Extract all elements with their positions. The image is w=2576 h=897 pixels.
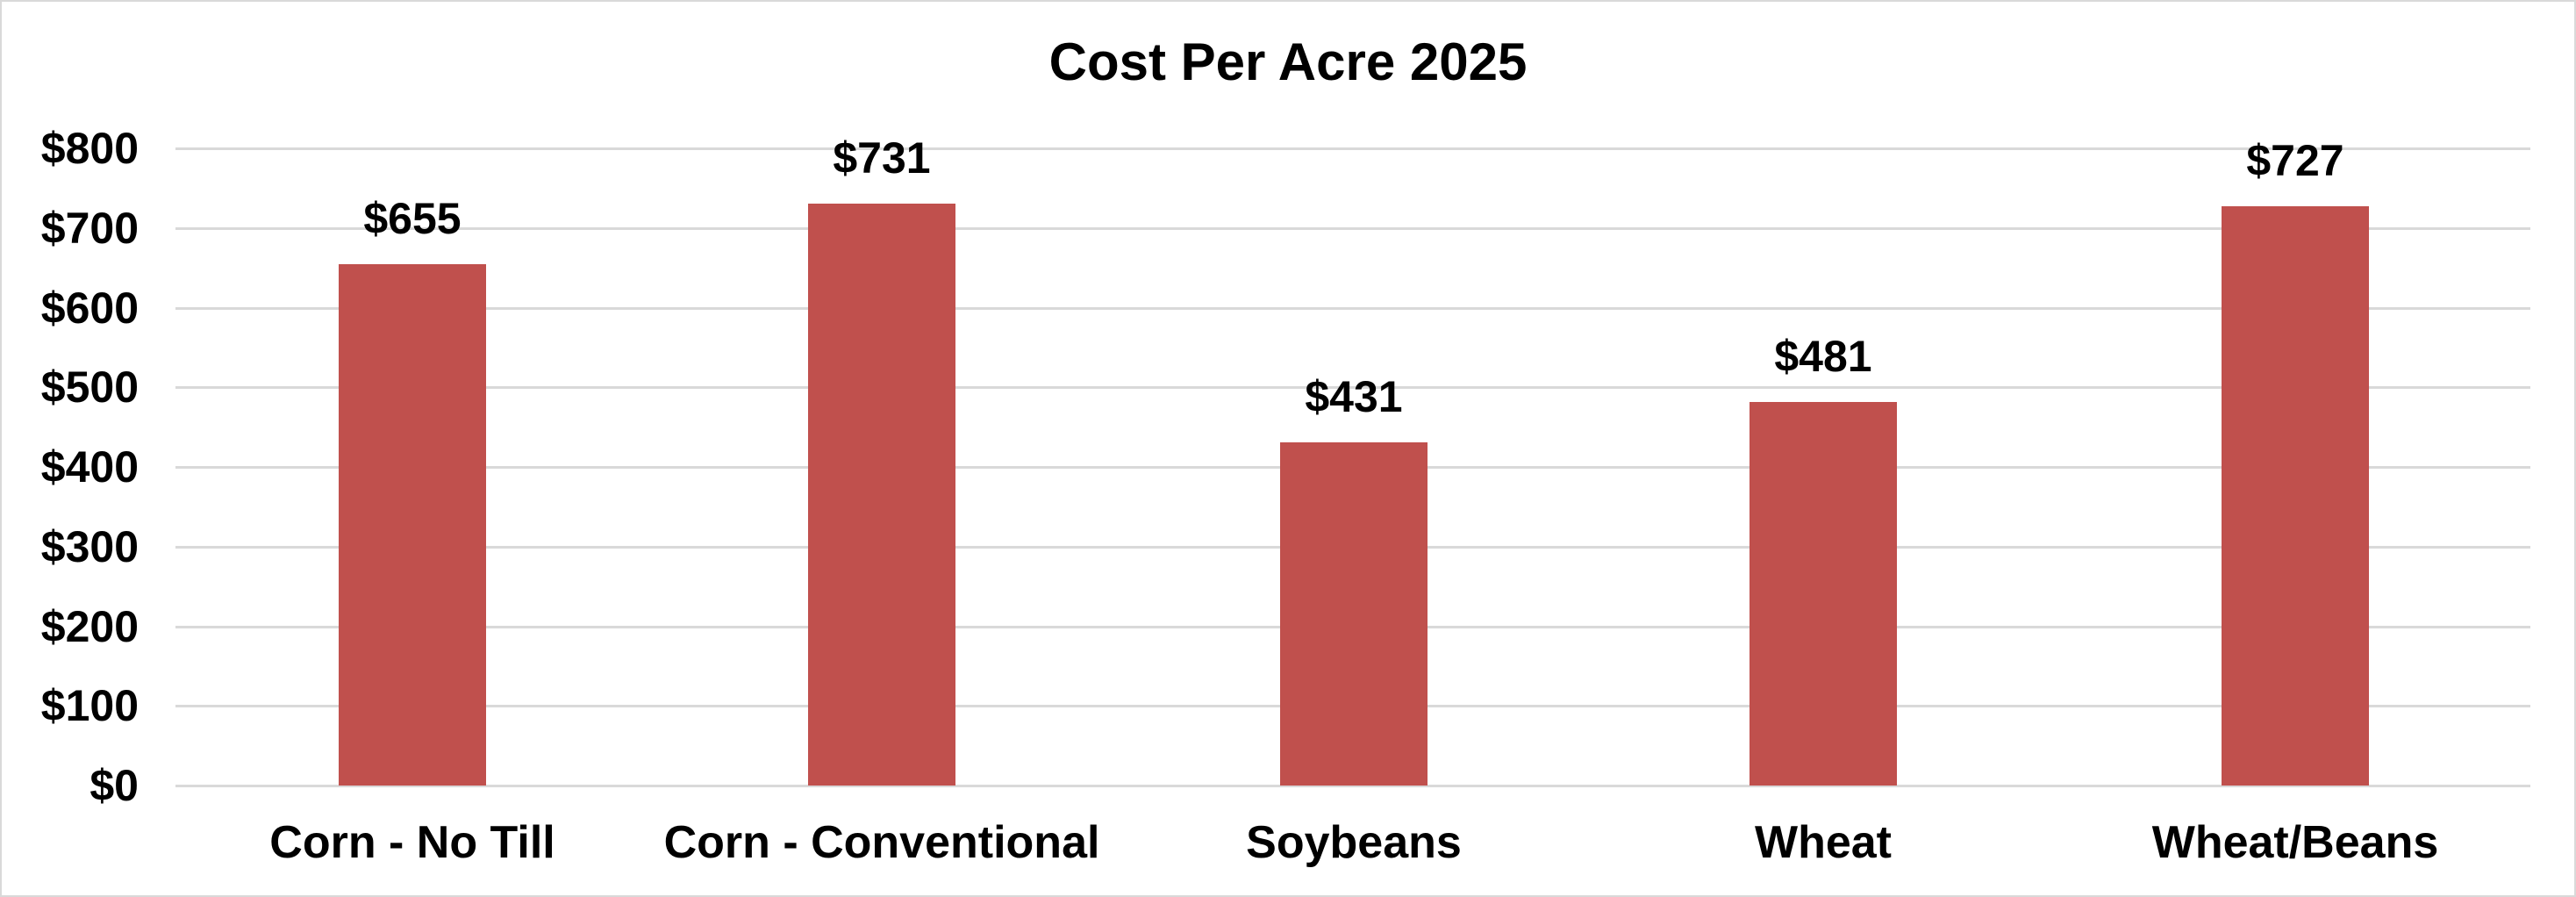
data-label: $731: [833, 133, 931, 183]
data-label: $727: [2246, 136, 2344, 186]
chart-title: Cost Per Acre 2025: [1048, 32, 1528, 91]
y-tick-label: $600: [40, 283, 139, 333]
data-label: $481: [1774, 332, 1872, 382]
y-tick-label: $800: [40, 124, 139, 173]
x-category-label: Wheat: [1755, 817, 1892, 868]
bar: [339, 263, 486, 786]
bar: [2222, 206, 2369, 786]
bar: [1750, 402, 1897, 786]
y-tick-label: $500: [40, 362, 139, 413]
gridline: [175, 785, 2530, 787]
gridline: [175, 147, 2530, 150]
gridline: [175, 306, 2530, 310]
y-tick-label: $100: [40, 681, 139, 731]
y-tick-label: $700: [40, 203, 139, 253]
y-tick-label: $200: [40, 601, 139, 651]
y-tick-label: $300: [40, 521, 139, 571]
data-label: $431: [1305, 371, 1403, 421]
bar: [808, 203, 955, 786]
y-tick-label: $0: [89, 761, 139, 810]
gridline: [175, 386, 2530, 390]
y-tick-label: $400: [40, 442, 139, 492]
x-category-label: Wheat/Beans: [2151, 817, 2439, 868]
x-category-label: Corn - Conventional: [663, 817, 1100, 868]
x-category-label: Corn - No Till: [269, 817, 555, 868]
x-category-label: Soybeans: [1246, 817, 1462, 868]
gridline: [175, 226, 2530, 230]
data-label: $655: [363, 193, 462, 243]
bar: [1280, 441, 1428, 786]
